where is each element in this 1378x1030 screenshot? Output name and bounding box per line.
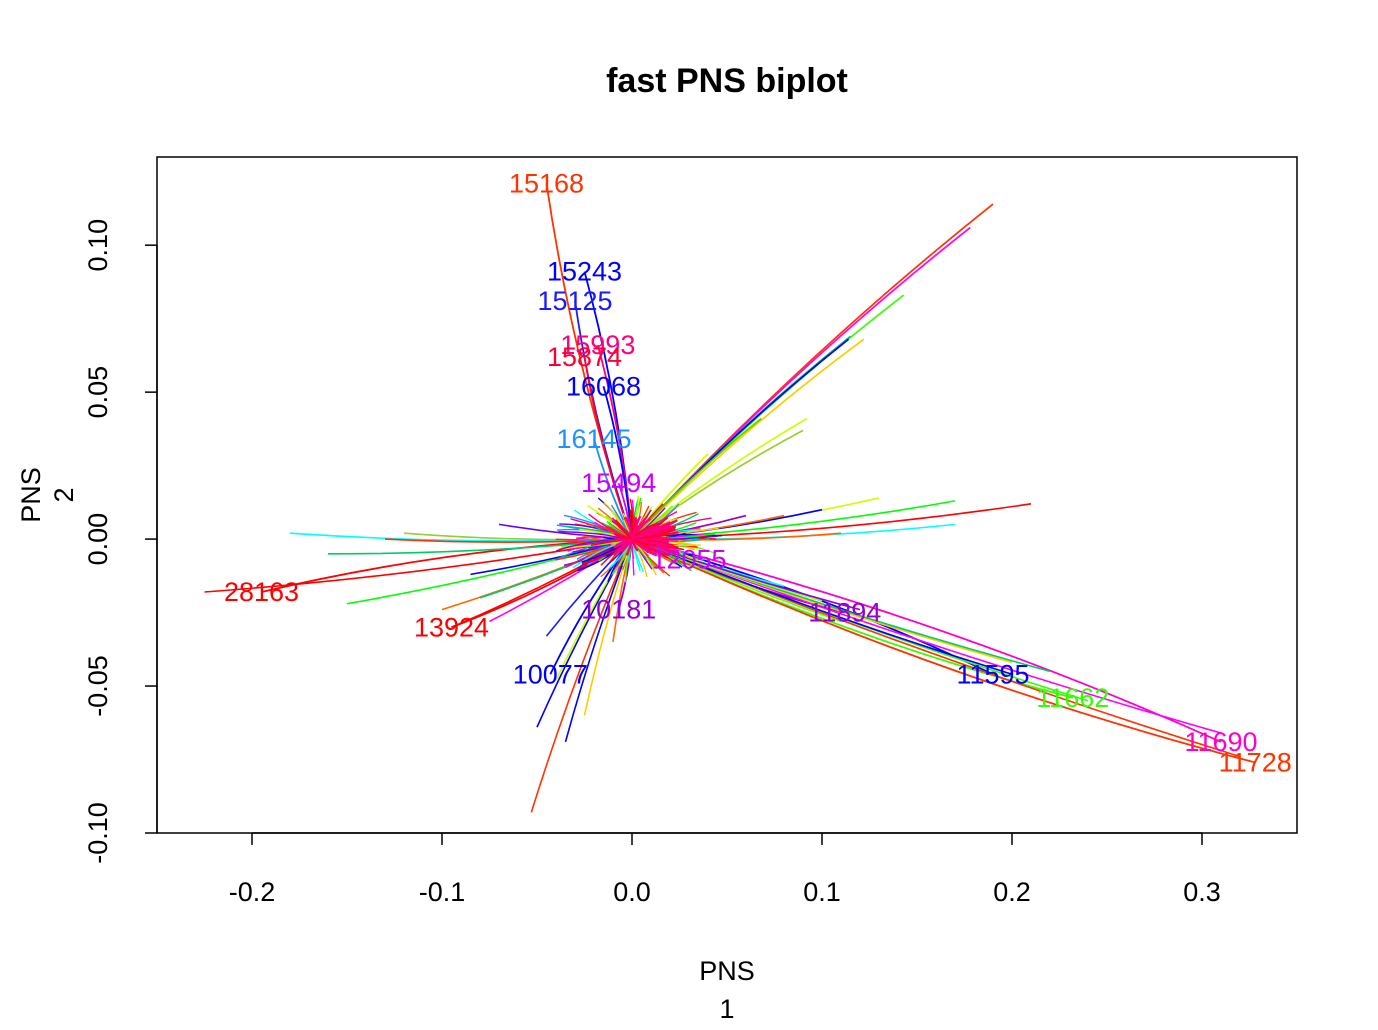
trajectory-curve [630, 519, 639, 540]
x-tick-label: -0.1 [419, 877, 466, 907]
y-tick-label: -0.05 [83, 655, 113, 717]
trajectory-curve [530, 538, 633, 813]
vector-label: 28163 [224, 577, 299, 607]
trajectory-curve [631, 538, 656, 547]
vector-label: 11690 [1184, 727, 1257, 757]
y-axis-label-line2: 2 [49, 487, 79, 502]
vector-label: 11662 [1036, 683, 1109, 713]
x-axis-label-line1: PNS [699, 956, 755, 986]
chart-title: fast PNS biplot [606, 62, 848, 100]
vector-label: 10077 [513, 659, 588, 689]
x-tick-label: -0.2 [229, 877, 276, 907]
vector-label: 16068 [566, 371, 641, 401]
vector-label: 16145 [556, 424, 631, 454]
vector-label: 15494 [581, 468, 656, 498]
trajectory-curve [631, 338, 865, 540]
trajectory-curve [631, 417, 762, 540]
x-tick-label: 0.3 [1183, 877, 1221, 907]
trajectory-curve [631, 527, 661, 541]
trajectory-curve [614, 522, 633, 540]
vector-label: 13924 [414, 612, 489, 642]
y-axis-label-line1: PNS [16, 467, 46, 523]
y-tick-label: 0.05 [83, 366, 113, 419]
vector-label: 11894 [808, 598, 881, 628]
trajectory-curve [631, 226, 971, 540]
y-tick-label: 0.00 [83, 513, 113, 566]
vector-label: 11595 [956, 659, 1029, 689]
vector-label: 15874 [547, 342, 622, 372]
x-axis-label-line2: 1 [719, 994, 734, 1024]
x-tick-label: 0.1 [803, 877, 841, 907]
vector-label: 11728 [1219, 747, 1292, 777]
vector-label: 15168 [509, 168, 584, 198]
vector-label: 10181 [581, 595, 656, 625]
trajectory-curve [327, 538, 633, 555]
x-axis: -0.2 -0.1 0.0 0.1 0.2 0.3 [229, 832, 1221, 907]
trajectory-curve [631, 538, 1256, 764]
curve-layer [204, 183, 1256, 813]
plot-frame [156, 156, 1298, 834]
x-tick-label: 0.0 [613, 877, 651, 907]
vector-label: 12055 [651, 545, 726, 575]
trajectory-curve [631, 538, 1013, 676]
x-tick-label: 0.2 [993, 877, 1031, 907]
y-tick-label: -0.10 [83, 802, 113, 864]
vector-label: 15243 [547, 257, 622, 287]
trajectory-curve [602, 386, 633, 540]
trajectory-curve [631, 203, 994, 540]
trajectory-curve [631, 294, 905, 540]
y-tick-label: 0.10 [83, 219, 113, 272]
vector-label: 15993 [560, 330, 635, 360]
trajectory-curve [631, 538, 1222, 743]
trajectory-curve [564, 538, 633, 743]
y-axis: -0.10 -0.05 0.00 0.05 0.10 [83, 219, 158, 864]
vector-label: 15125 [537, 286, 612, 316]
